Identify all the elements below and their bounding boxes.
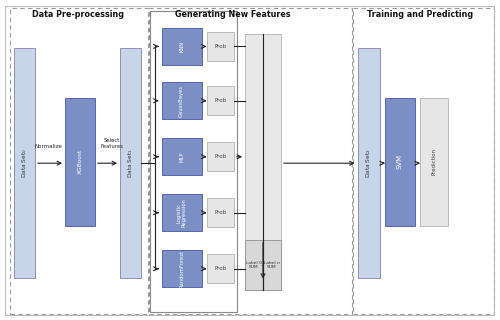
Text: Prob: Prob [214,210,226,215]
Text: Prob: Prob [214,98,226,103]
Text: MLP: MLP [179,152,184,162]
Bar [120,48,141,278]
Text: Logistic
Regression: Logistic Regression [176,198,187,227]
Text: Data Set$_2$: Data Set$_2$ [364,148,373,178]
Bar [206,32,234,61]
Bar [14,48,35,278]
Text: Label 0
SUM: Label 0 SUM [246,260,262,269]
Text: Data Set$_1$: Data Set$_1$ [126,148,135,178]
Text: Training and Predicting: Training and Predicting [367,10,473,19]
Text: Prob: Prob [214,44,226,49]
Bar [206,198,234,227]
Bar [385,98,415,226]
Text: Prob: Prob [214,154,226,159]
Bar [150,11,236,312]
Bar [353,8,494,314]
Text: Prediction: Prediction [431,148,436,175]
Bar [162,194,202,231]
Text: Normalize: Normalize [34,144,62,149]
Text: RandomForest: RandomForest [179,250,184,288]
Text: Data Pre-processing: Data Pre-processing [32,10,124,19]
Bar [206,142,234,171]
Bar [10,8,147,314]
Bar [420,98,448,226]
Bar [162,138,202,175]
Text: XGBoost: XGBoost [78,149,82,174]
Bar [65,98,95,226]
Bar [245,34,281,290]
Text: SVM: SVM [397,154,403,169]
Text: Select
Features: Select Features [100,138,123,149]
Bar [245,240,281,290]
Bar [358,48,380,278]
Bar [206,254,234,283]
Bar [162,82,202,119]
Text: GaussBayes: GaussBayes [179,85,184,117]
Bar [149,8,352,314]
Text: Prob: Prob [214,266,226,271]
Bar [162,28,202,65]
Text: Label n
SUM: Label n SUM [264,260,280,269]
Bar [162,250,202,287]
Text: ...: ... [261,262,265,267]
Text: KNN: KNN [179,41,184,52]
Bar [206,86,234,115]
Text: Data Set$_0$: Data Set$_0$ [20,148,29,178]
Text: Generating New Features: Generating New Features [174,10,290,19]
